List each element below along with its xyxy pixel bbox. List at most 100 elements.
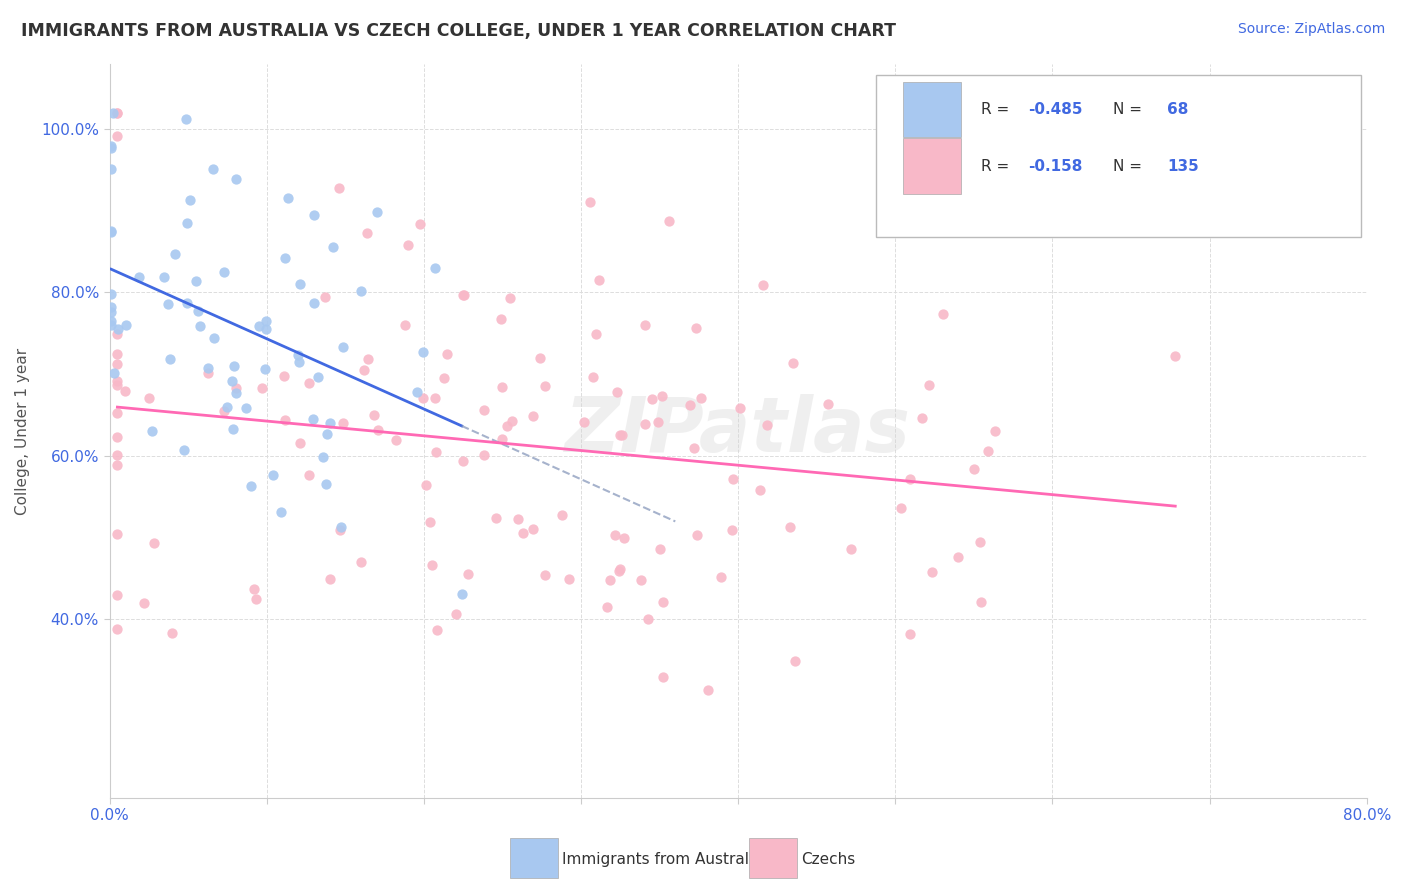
Point bbox=[983, 425, 1005, 439]
Point bbox=[551, 508, 574, 522]
Point bbox=[579, 194, 602, 209]
Point bbox=[235, 401, 257, 415]
Point bbox=[302, 296, 325, 310]
Point bbox=[474, 402, 496, 417]
Point bbox=[641, 392, 664, 407]
Point bbox=[329, 519, 352, 533]
Text: Source: ZipAtlas.com: Source: ZipAtlas.com bbox=[1237, 22, 1385, 37]
Text: ZIPatlas: ZIPatlas bbox=[565, 394, 911, 468]
Point bbox=[100, 141, 122, 155]
Text: N =: N = bbox=[1112, 102, 1147, 117]
Point bbox=[287, 347, 309, 361]
Point bbox=[225, 381, 247, 395]
Point bbox=[491, 433, 513, 447]
Point bbox=[332, 339, 354, 353]
Point bbox=[685, 321, 707, 335]
Point bbox=[697, 682, 720, 697]
Point bbox=[522, 409, 544, 423]
Point bbox=[423, 391, 446, 405]
Point bbox=[534, 379, 557, 393]
Point bbox=[179, 194, 201, 208]
Point bbox=[609, 562, 631, 576]
Point bbox=[367, 423, 389, 437]
Point bbox=[651, 389, 673, 403]
Point bbox=[394, 318, 416, 332]
Point bbox=[408, 217, 430, 231]
Point bbox=[496, 419, 519, 434]
Point bbox=[103, 106, 125, 120]
Point bbox=[143, 535, 166, 549]
Point bbox=[425, 445, 447, 459]
Point bbox=[512, 526, 534, 541]
Point bbox=[105, 623, 128, 637]
Point bbox=[176, 216, 198, 230]
Point bbox=[839, 541, 862, 556]
Point bbox=[322, 240, 344, 254]
Point bbox=[288, 355, 311, 369]
Point bbox=[298, 467, 321, 482]
Point bbox=[221, 374, 243, 388]
Point bbox=[728, 401, 751, 415]
Point bbox=[710, 570, 733, 584]
Point bbox=[288, 277, 311, 292]
Point bbox=[782, 356, 804, 370]
Point bbox=[201, 161, 224, 176]
Point bbox=[489, 311, 512, 326]
Point bbox=[114, 384, 136, 398]
Point bbox=[491, 380, 513, 394]
Point bbox=[307, 370, 329, 384]
Point bbox=[969, 595, 991, 609]
Point bbox=[302, 207, 325, 221]
Point bbox=[779, 520, 801, 534]
Point bbox=[141, 424, 163, 438]
Point bbox=[679, 398, 702, 412]
Point bbox=[450, 587, 472, 601]
Point bbox=[243, 582, 266, 596]
Point bbox=[197, 360, 219, 375]
Point bbox=[105, 357, 128, 371]
Point bbox=[247, 319, 270, 334]
Point bbox=[432, 370, 454, 384]
Point bbox=[157, 297, 180, 311]
Point bbox=[453, 287, 475, 301]
Point bbox=[651, 595, 673, 609]
Text: Immigrants from Australia: Immigrants from Australia bbox=[562, 853, 763, 867]
Point bbox=[406, 384, 429, 399]
Point bbox=[572, 415, 595, 429]
Point bbox=[105, 106, 128, 120]
Point bbox=[585, 326, 607, 341]
Point bbox=[225, 385, 247, 400]
Point bbox=[356, 351, 378, 366]
Point bbox=[245, 592, 267, 607]
Point bbox=[499, 291, 522, 305]
Point bbox=[613, 532, 636, 546]
Point bbox=[422, 558, 444, 572]
Point bbox=[212, 264, 235, 278]
FancyBboxPatch shape bbox=[903, 138, 960, 194]
Point bbox=[599, 573, 621, 587]
Point bbox=[385, 433, 408, 447]
Point bbox=[222, 359, 245, 373]
Point bbox=[105, 526, 128, 541]
Point bbox=[752, 278, 775, 293]
Point bbox=[188, 318, 211, 333]
Point bbox=[252, 380, 274, 394]
Point bbox=[100, 224, 122, 238]
Text: N =: N = bbox=[1112, 159, 1147, 174]
Point bbox=[533, 568, 555, 582]
Point bbox=[932, 307, 955, 321]
Point bbox=[105, 347, 128, 361]
Point bbox=[105, 129, 128, 144]
Point bbox=[366, 205, 388, 219]
Point bbox=[100, 318, 122, 333]
Point bbox=[610, 428, 633, 442]
Point bbox=[254, 314, 277, 328]
Point bbox=[890, 501, 912, 516]
Point bbox=[176, 296, 198, 310]
Point bbox=[472, 448, 495, 462]
Point bbox=[683, 442, 706, 456]
Point bbox=[105, 106, 128, 120]
Point bbox=[215, 401, 238, 415]
Point bbox=[107, 321, 129, 335]
Point bbox=[186, 274, 208, 288]
